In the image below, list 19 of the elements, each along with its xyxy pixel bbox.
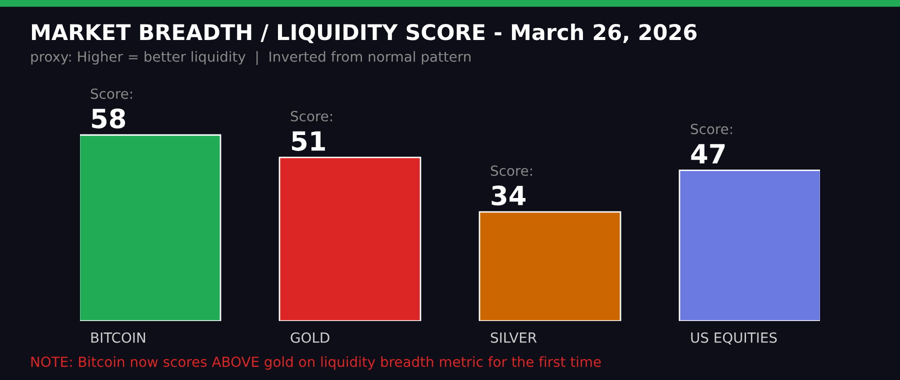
bar [278, 156, 422, 321]
x-tick-label: BITCOIN [91, 332, 146, 343]
chart-subtitle: proxy: Higher = better liquidity | Inverted from normal pattern [31, 51, 471, 65]
data-label: 58 [92, 108, 126, 128]
x-tick-label: SILVER [490, 332, 537, 343]
annotation: Score: [490, 165, 532, 176]
data-label: 34 [492, 186, 526, 206]
bar [80, 134, 222, 321]
x-tick-label: GOLD [290, 332, 330, 343]
text: NOTE: Bitcoin now scores ABOVE gold on liquidity breadth metric for the first time [31, 356, 601, 370]
bar [478, 211, 622, 321]
chart-title: MARKET BREADTH / LIQUIDITY SCORE - March 26, 2026 [32, 24, 697, 44]
data-label: 47 [691, 144, 725, 164]
annotation: Score: [90, 88, 132, 99]
annotation: Score: [290, 110, 332, 122]
annotation: Score: [690, 124, 732, 134]
data-label: 51 [292, 131, 325, 151]
x-tick-label: US EQUITIES [691, 332, 777, 344]
bar [678, 170, 820, 321]
